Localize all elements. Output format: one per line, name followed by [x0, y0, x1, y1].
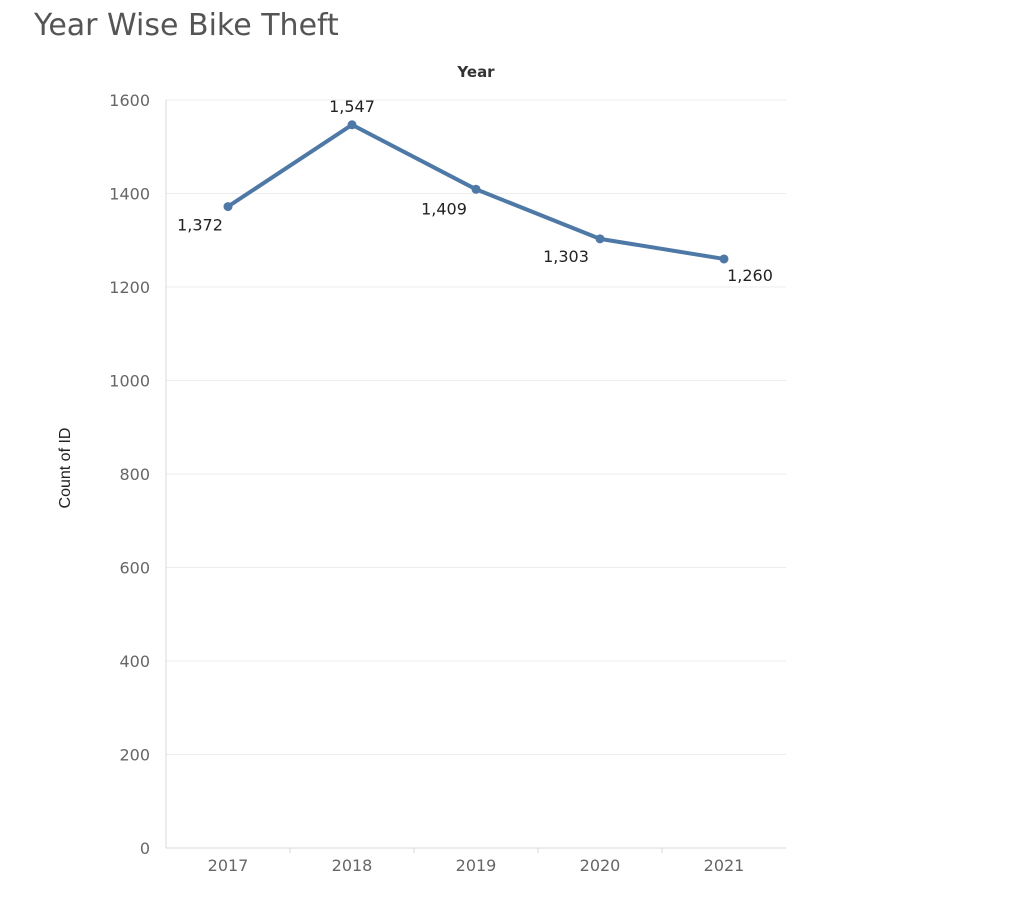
chart-title: Year Wise Bike Theft [33, 8, 339, 43]
axes: 0 200 400 600 800 1000 1200 1400 1600 2017 2018 201… [109, 91, 786, 875]
gridlines [166, 99, 786, 755]
x-tick-label: 2019 [456, 856, 497, 875]
y-tick-label: 200 [119, 746, 150, 765]
labels-layer: 1,372 1,547 1,409 1,303 1,260 [177, 97, 773, 285]
y-axis-label: Count of ID [57, 428, 74, 509]
x-tick-label: 2018 [332, 856, 373, 875]
series-layer [223, 120, 729, 264]
x-axis-header: Year [456, 63, 495, 81]
data-label-2017: 1,372 [177, 216, 223, 235]
y-tick-label: 600 [119, 559, 150, 578]
data-point-2017[interactable] [223, 202, 233, 212]
data-point-2018[interactable] [347, 120, 357, 130]
x-tick-label: 2017 [208, 856, 249, 875]
data-point-2021[interactable] [719, 254, 729, 264]
y-tick-label: 1600 [109, 91, 150, 110]
y-tick-label: 1200 [109, 278, 150, 297]
x-tick-label: 2021 [704, 856, 745, 875]
y-tick-label: 1000 [109, 372, 150, 391]
y-tick-label: 800 [119, 465, 150, 484]
y-tick-label: 0 [140, 839, 150, 858]
y-tick-label: 400 [119, 652, 150, 671]
y-tick-label: 1400 [109, 185, 150, 204]
data-label-2018: 1,547 [329, 97, 375, 116]
data-label-2019: 1,409 [421, 199, 467, 218]
data-point-2020[interactable] [595, 234, 605, 244]
data-point-2019[interactable] [471, 184, 481, 194]
data-label-2021: 1,260 [727, 266, 773, 285]
data-label-2020: 1,303 [543, 247, 589, 266]
x-tick-label: 2020 [580, 856, 621, 875]
